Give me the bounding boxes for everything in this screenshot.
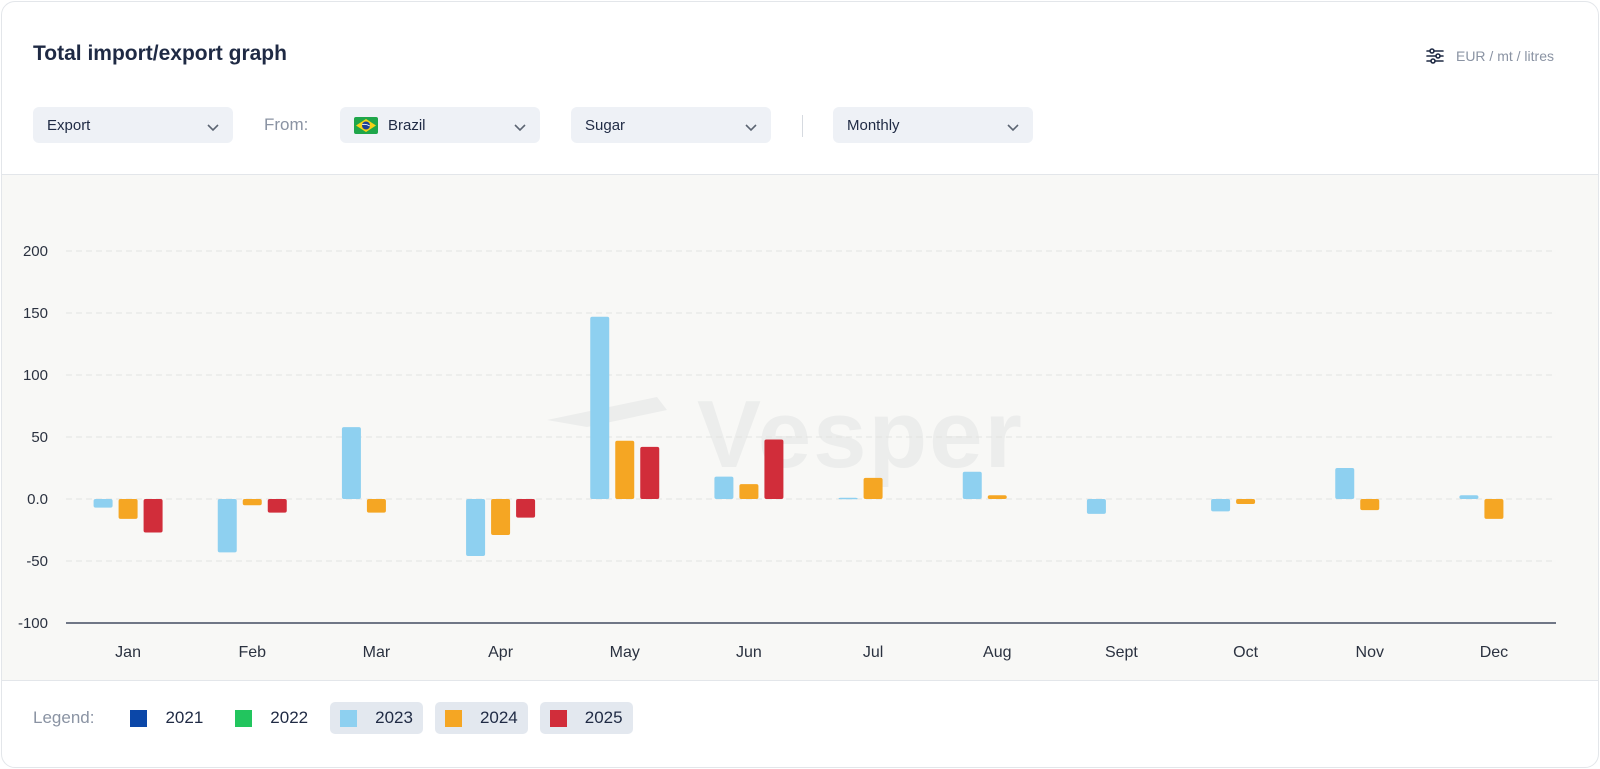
bar-2023-Apr — [466, 499, 486, 557]
bar-2025-Jan — [143, 499, 163, 533]
x-tick-label: Dec — [1480, 644, 1508, 661]
legend-label: Legend: — [33, 708, 95, 727]
x-tick-label: Nov — [1356, 644, 1384, 661]
bar-2024-Mar — [366, 499, 386, 513]
flow-value: Export — [47, 116, 91, 134]
bar-2024-Apr — [491, 499, 511, 535]
legend-item-label: 2025 — [584, 708, 623, 727]
bar-2025-Feb — [267, 499, 287, 513]
bar-2024-Jun — [739, 484, 759, 499]
units-selector[interactable]: EUR / mt / litres — [1426, 48, 1554, 64]
x-tick-label: Sept — [1105, 644, 1138, 661]
bar-2024-Oct — [1236, 499, 1256, 504]
bar-2024-May — [615, 440, 635, 499]
sliders-icon — [1426, 48, 1444, 64]
legend-item-2024[interactable]: 2024 — [434, 702, 528, 734]
bar-2024-Feb — [242, 499, 262, 506]
bar-2024-Dec — [1484, 499, 1504, 519]
legend-item-label: 2023 — [375, 708, 413, 727]
legend-item-2022[interactable]: 2022 — [225, 702, 318, 734]
from-label: From: — [264, 115, 309, 134]
chevron-down-icon — [514, 119, 526, 136]
bar-chart: 200 150 100 50 0.0 -50 -100 Jan Feb Mar Apr May Jun J… — [18, 243, 1556, 661]
bar-2023-Oct — [1211, 499, 1231, 512]
legend-item-label: 2024 — [479, 708, 518, 727]
legend-item-2025[interactable]: 2025 — [539, 702, 633, 734]
legend-item-2023[interactable]: 2023 — [330, 702, 423, 734]
bar-2024-Jul — [863, 477, 883, 499]
legend: Legend: 2021 2022 2023 2024 2025 — [33, 702, 645, 734]
bar-2024-Nov — [1360, 499, 1380, 511]
y-tick-label: 50 — [31, 429, 48, 446]
y-tick-label: 100 — [23, 367, 48, 384]
legend-items: 2021 2022 2023 2024 2025 — [120, 702, 644, 734]
period-value: Monthly — [847, 116, 900, 134]
x-tick-label: Jun — [736, 644, 762, 661]
bar-2023-Sept — [1086, 499, 1106, 514]
bar-2025-May — [640, 446, 660, 499]
legend-item-label: 2022 — [270, 708, 309, 727]
commodity-dropdown[interactable]: Sugar — [571, 107, 771, 143]
country-dropdown[interactable]: Brazil — [340, 107, 540, 143]
bar-2024-Jan — [118, 499, 138, 519]
x-tick-label: Mar — [363, 644, 391, 661]
legend-item-label: 2021 — [165, 708, 204, 727]
chevron-down-icon — [207, 119, 219, 136]
y-tick-label: 0.0 — [27, 491, 48, 508]
bar-2023-Jun — [714, 476, 734, 499]
x-tick-label: Oct — [1233, 644, 1258, 661]
bar-2023-Jul — [838, 497, 858, 500]
units-label: EUR / mt / litres — [1455, 48, 1554, 64]
bar-2025-Jun — [764, 439, 784, 499]
bar-2024-Aug — [987, 495, 1007, 499]
legend-swatch — [549, 709, 567, 727]
watermark: Vesper — [697, 381, 1024, 488]
x-tick-label: May — [610, 644, 640, 661]
legend-swatch — [130, 709, 148, 727]
chevron-down-icon — [1007, 119, 1019, 136]
x-tick-label: Feb — [238, 644, 266, 661]
divider — [802, 115, 803, 137]
bar-2023-Dec — [1459, 495, 1479, 499]
y-tick-label: -50 — [26, 553, 48, 570]
legend-swatch — [235, 709, 253, 727]
bar-2023-May — [590, 316, 610, 499]
bar-2023-Aug — [962, 471, 982, 499]
page-title: Total import/export graph — [33, 42, 287, 65]
legend-item-2021[interactable]: 2021 — [120, 702, 213, 734]
chevron-down-icon — [745, 119, 757, 136]
bar-2023-Jan — [93, 499, 113, 508]
y-tick-label: 200 — [23, 243, 48, 260]
bar-2025-Apr — [516, 499, 536, 518]
bar-2023-Feb — [217, 499, 237, 553]
bar-2023-Mar — [341, 427, 361, 499]
flow-dropdown[interactable]: Export — [33, 107, 233, 143]
x-tick-label: Aug — [983, 644, 1011, 661]
legend-swatch — [444, 709, 462, 727]
chart-area: Vesper 200 150 100 50 0.0 -50 -100 Jan Feb Mar Apr… — [2, 174, 1598, 681]
x-tick-label: Jan — [115, 644, 141, 661]
period-dropdown[interactable]: Monthly — [833, 107, 1033, 143]
x-tick-label: Apr — [488, 644, 514, 661]
bar-2023-Nov — [1335, 468, 1355, 499]
y-tick-label: -100 — [18, 615, 48, 632]
country-value: Brazil — [388, 116, 426, 134]
y-tick-label: 150 — [23, 305, 48, 322]
brazil-flag-icon — [354, 116, 388, 134]
legend-swatch — [340, 709, 358, 727]
commodity-value: Sugar — [585, 116, 626, 134]
x-tick-label: Jul — [863, 644, 883, 661]
